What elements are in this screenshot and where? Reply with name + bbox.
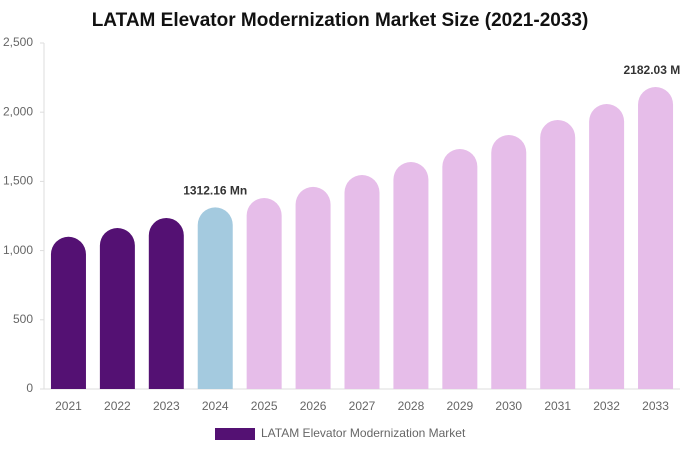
chart-title: LATAM Elevator Modernization Market Size… bbox=[92, 10, 589, 31]
x-tick-label: 2028 bbox=[398, 399, 425, 413]
x-tick-label: 2026 bbox=[300, 399, 327, 413]
y-tick-label: 2,500 bbox=[3, 35, 33, 49]
data-label: 2182.03 Mn bbox=[624, 63, 680, 77]
data-label: 1312.16 Mn bbox=[183, 184, 247, 198]
x-tick-label: 2024 bbox=[202, 399, 229, 413]
bar bbox=[638, 87, 674, 389]
x-tick-label: 2031 bbox=[544, 399, 571, 413]
bar bbox=[540, 119, 576, 390]
x-tick-label: 2032 bbox=[593, 399, 620, 413]
y-tick-label: 500 bbox=[13, 312, 33, 326]
bar bbox=[99, 228, 135, 389]
legend-label: LATAM Elevator Modernization Market bbox=[261, 426, 466, 440]
bar bbox=[197, 207, 233, 389]
bar bbox=[589, 104, 625, 390]
bar bbox=[442, 149, 478, 389]
bar bbox=[295, 186, 331, 389]
bar bbox=[246, 198, 282, 389]
x-tick-label: 2025 bbox=[251, 399, 278, 413]
bar bbox=[344, 175, 380, 389]
x-tick-label: 2023 bbox=[153, 399, 180, 413]
x-tick-label: 2030 bbox=[495, 399, 522, 413]
x-tick-label: 2027 bbox=[349, 399, 376, 413]
x-tick-label: 2033 bbox=[642, 399, 669, 413]
x-tick-label: 2021 bbox=[55, 399, 82, 413]
x-tick-label: 2022 bbox=[104, 399, 131, 413]
y-tick-label: 0 bbox=[26, 381, 33, 395]
legend-swatch bbox=[215, 428, 255, 440]
bar bbox=[491, 135, 527, 389]
bar bbox=[393, 162, 429, 389]
y-tick-label: 2,000 bbox=[3, 104, 33, 118]
y-tick-label: 1,500 bbox=[3, 174, 33, 188]
bar bbox=[148, 217, 184, 389]
y-tick-label: 1,000 bbox=[3, 243, 33, 257]
bar bbox=[50, 236, 86, 389]
x-tick-label: 2029 bbox=[446, 399, 473, 413]
